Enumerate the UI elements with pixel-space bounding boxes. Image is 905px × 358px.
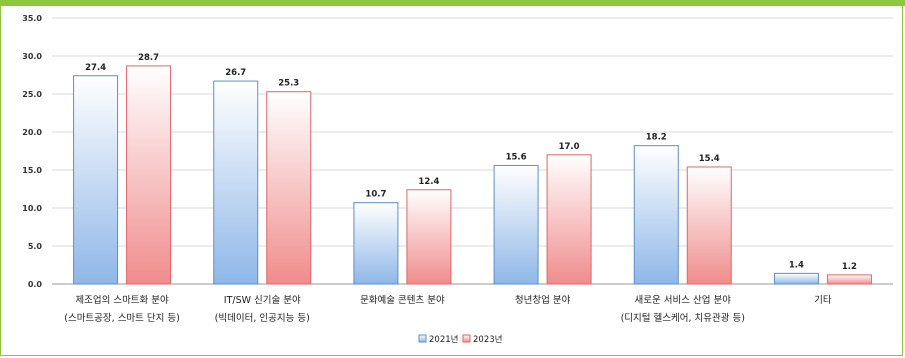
legend-swatch [418,334,427,343]
category-label: 새로운 서비스 산업 분야 [635,294,732,306]
data-label: 1.4 [789,260,804,270]
bar-2023 [126,65,172,285]
bar-2023 [546,154,592,285]
bar-2021 [73,75,119,285]
y-tick-label: 15.0 [22,166,42,175]
data-label: 26.7 [225,68,246,78]
bar-2021 [633,145,679,285]
y-tick-label: 30.0 [22,52,42,61]
category-label: (스마트공장, 스마트 단지 등) [64,313,180,324]
y-tick-label: 35.0 [22,14,42,23]
data-label: 1.2 [842,262,857,272]
category-label: (빅데이터, 인공지능 등) [215,313,310,324]
data-label: 12.4 [418,177,439,187]
legend-label: 2021년 [429,334,458,345]
bar-2023 [826,274,872,285]
category-label: 문화예술 콘텐츠 분야 [360,295,445,306]
data-label: 18.2 [646,133,667,143]
legend-label: 2023년 [473,334,502,345]
y-tick-label: 25.0 [22,90,42,99]
y-tick-label: 0.0 [28,280,43,289]
data-label: 17.0 [559,142,580,152]
bar-2021 [493,164,539,285]
bar-2023 [406,189,452,285]
y-tick-label: 10.0 [22,204,42,213]
bar-2021 [353,202,399,285]
category-label: IT/SW 신기술 분야 [224,295,301,306]
title-strip [0,0,905,6]
category-label: 청년창업 분야 [515,294,571,306]
data-label: 28.7 [138,53,159,63]
data-label: 27.4 [85,63,106,73]
bar-2023 [686,166,732,285]
category-label: (디지털 헬스케어, 치유관광 등) [621,312,745,324]
data-label: 25.3 [278,79,299,89]
y-tick-label: 5.0 [28,242,43,251]
bar-2021 [773,272,819,285]
data-label: 10.7 [365,190,386,200]
bar-2023 [266,91,312,285]
data-label: 15.6 [506,152,527,162]
bar-2021 [213,80,259,285]
legend-swatch [462,334,471,343]
category-label: 제조업의 스마트화 분야 [75,294,169,306]
y-tick-label: 20.0 [22,128,42,137]
data-label: 15.4 [699,154,720,164]
category-label: 기타 [814,295,832,306]
